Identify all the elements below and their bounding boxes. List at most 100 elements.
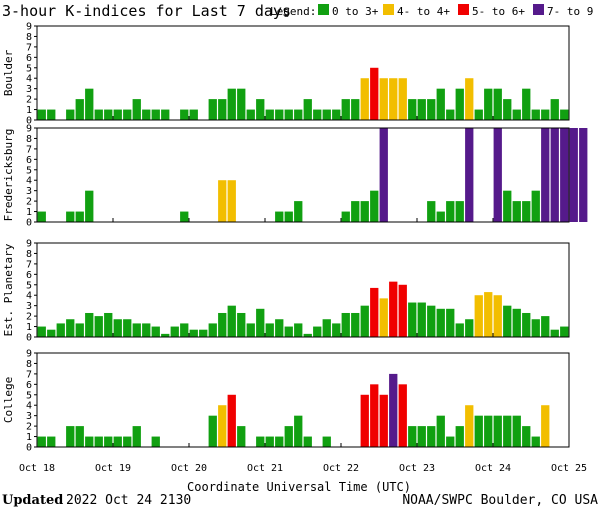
bar — [531, 190, 540, 222]
bar — [227, 88, 236, 120]
bar — [265, 436, 274, 447]
bar — [474, 109, 483, 120]
bar — [123, 109, 132, 120]
x-tick-label: Oct 18 — [19, 463, 55, 474]
bar — [37, 436, 46, 447]
y-tick-label: 3 — [26, 301, 32, 312]
bar — [512, 415, 521, 447]
panel-label: Est. Planetary — [2, 243, 15, 336]
x-tick-label: Oct 25 — [551, 463, 587, 474]
x-tick-label: Oct 21 — [247, 463, 283, 474]
bar — [218, 312, 227, 337]
bar — [142, 323, 151, 337]
bar — [398, 78, 407, 120]
y-tick-label: 1 — [26, 207, 32, 218]
y-tick-label: 1 — [26, 432, 32, 443]
bar — [37, 326, 46, 337]
bar — [199, 329, 208, 337]
bar — [427, 201, 436, 222]
bar — [436, 211, 445, 222]
bar — [218, 405, 227, 447]
y-tick-label: 0 — [26, 116, 32, 127]
bar — [56, 323, 65, 337]
bar — [94, 316, 103, 337]
y-tick-label: 9 — [26, 349, 32, 360]
bar — [113, 319, 122, 337]
bar — [360, 305, 369, 337]
bar — [275, 319, 284, 337]
bar — [503, 99, 512, 120]
bar — [208, 99, 217, 120]
bar — [275, 211, 284, 222]
updated-value: 2022 Oct 24 2130 — [66, 493, 191, 508]
panel-frame — [36, 352, 570, 448]
bar — [512, 201, 521, 222]
bar — [85, 88, 94, 120]
panel-label: Fredericksburg — [2, 129, 15, 222]
y-tick-label: 7 — [26, 144, 32, 155]
bar — [227, 394, 236, 447]
bar — [104, 109, 113, 120]
bar — [351, 99, 360, 120]
y-tick-label: 2 — [26, 95, 32, 106]
bar — [522, 312, 531, 337]
bar — [455, 201, 464, 222]
bar — [569, 128, 578, 222]
bar — [284, 109, 293, 120]
bar — [436, 415, 445, 447]
x-tick-label: Oct 20 — [171, 463, 207, 474]
bar — [294, 323, 303, 337]
bar — [560, 109, 569, 120]
bar — [180, 109, 189, 120]
bar — [208, 323, 217, 337]
bar — [379, 394, 388, 447]
bar — [113, 109, 122, 120]
bar — [94, 109, 103, 120]
bar — [341, 211, 350, 222]
bar — [503, 190, 512, 222]
bar — [360, 394, 369, 447]
panel-frame — [36, 127, 570, 223]
y-tick-label: 4 — [26, 176, 32, 187]
bar — [389, 78, 398, 120]
x-tick-label: Oct 19 — [95, 463, 131, 474]
bar — [455, 323, 464, 337]
y-tick-label: 6 — [26, 270, 32, 281]
bar — [75, 99, 84, 120]
y-tick-label: 2 — [26, 422, 32, 433]
y-tick-label: 8 — [26, 249, 32, 260]
bar — [322, 109, 331, 120]
bar — [408, 99, 417, 120]
bar — [303, 436, 312, 447]
y-tick-label: 4 — [26, 291, 32, 302]
bar — [436, 308, 445, 337]
bar — [446, 308, 455, 337]
bar — [522, 426, 531, 447]
bar — [379, 298, 388, 337]
x-tick-label: Oct 24 — [475, 463, 511, 474]
bar — [408, 426, 417, 447]
bar — [189, 329, 198, 337]
bar — [465, 128, 474, 222]
bar — [370, 67, 379, 120]
bar — [474, 415, 483, 447]
legend-item-label: 4- to 4+ — [397, 5, 450, 18]
bar — [579, 128, 588, 222]
bar — [237, 426, 246, 447]
bar — [541, 109, 550, 120]
bar — [303, 333, 312, 337]
bar — [417, 426, 426, 447]
y-tick-label: 7 — [26, 259, 32, 270]
bar — [493, 415, 502, 447]
bar — [142, 109, 151, 120]
x-tick-label: Oct 23 — [399, 463, 435, 474]
bar — [37, 109, 46, 120]
legend-swatch — [383, 4, 394, 15]
bar — [180, 211, 189, 222]
y-tick-label: 1 — [26, 322, 32, 333]
y-tick-label: 6 — [26, 53, 32, 64]
bar — [85, 312, 94, 337]
bar — [522, 201, 531, 222]
y-tick-label: 5 — [26, 280, 32, 291]
